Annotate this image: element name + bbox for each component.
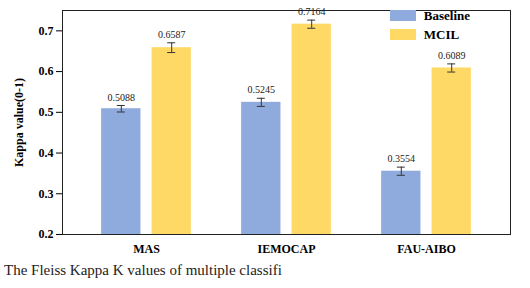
html-text:The Fleiss Kappa K values of m: The Fleiss Kappa K values of multiple cl… <box>4 262 282 278</box>
svg-text:0.7: 0.7 <box>39 24 54 38</box>
svg-text:FAU-AIBO: FAU-AIBO <box>397 242 455 256</box>
svg-text:Kappa value(0-1): Kappa value(0-1) <box>12 78 26 167</box>
html-text:MCIL: MCIL <box>423 26 460 42</box>
svg-text:0.7164: 0.7164 <box>298 6 326 17</box>
svg-text:0.6089: 0.6089 <box>438 50 466 61</box>
svg-text:0.4: 0.4 <box>39 146 54 160</box>
svg-text:0.5: 0.5 <box>39 105 54 119</box>
svg-text:0.2: 0.2 <box>39 227 54 241</box>
svg-text:0.3554: 0.3554 <box>388 153 416 164</box>
svg-text:0.6587: 0.6587 <box>158 29 186 40</box>
svg-text:0.3: 0.3 <box>39 187 54 201</box>
svg-text:0.5088: 0.5088 <box>108 92 136 103</box>
svg-text:MAS: MAS <box>133 242 160 256</box>
html-text:Baseline: Baseline <box>423 7 470 23</box>
svg-text:IEMOCAP: IEMOCAP <box>258 242 316 256</box>
svg-text:0.6: 0.6 <box>39 64 54 78</box>
svg-text:0.5245: 0.5245 <box>248 84 275 95</box>
